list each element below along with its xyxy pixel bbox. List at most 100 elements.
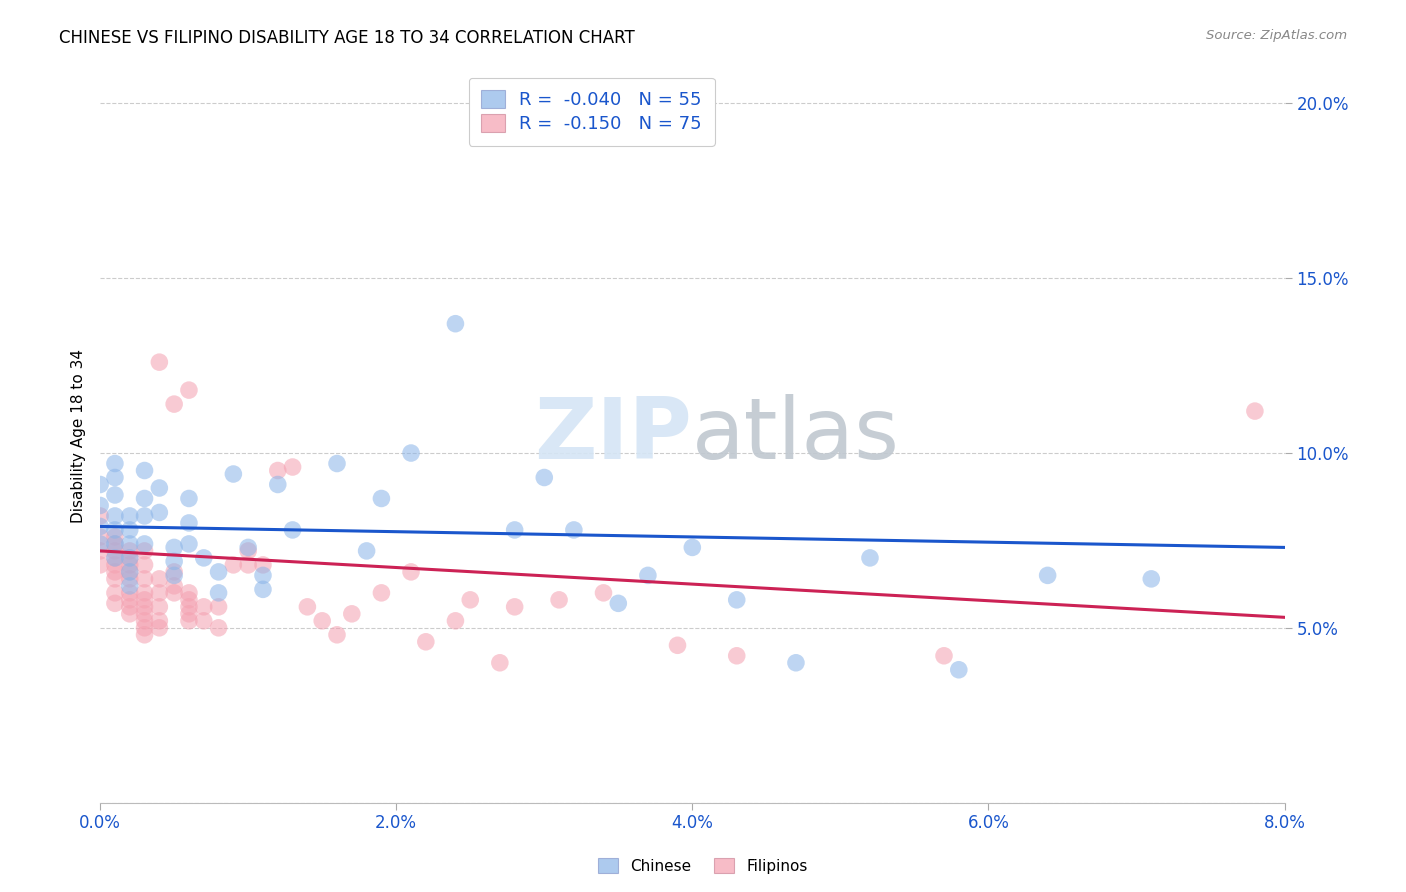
Point (163, 579, 186, 593)
Point (118, 558, 141, 572)
Point (104, 523, 127, 537)
Text: CHINESE VS FILIPINO DISABILITY AGE 18 TO 34 CORRELATION CHART: CHINESE VS FILIPINO DISABILITY AGE 18 TO… (59, 29, 634, 46)
Point (118, 599, 141, 614)
Point (177, 586, 200, 600)
Point (134, 572, 156, 586)
Point (118, 586, 141, 600)
Point (104, 544, 127, 558)
Point (177, 614, 200, 628)
Point (444, 317, 467, 331)
Point (134, 537, 156, 551)
Point (148, 621, 170, 635)
Point (134, 628, 156, 642)
Point (1036, 568, 1059, 582)
Point (637, 568, 659, 582)
Point (104, 457, 127, 471)
Point (104, 530, 127, 544)
Point (104, 550, 127, 565)
Point (252, 558, 274, 572)
Point (177, 592, 200, 607)
Point (399, 446, 422, 460)
Point (503, 599, 526, 614)
Point (134, 508, 156, 523)
Point (134, 621, 156, 635)
Point (207, 599, 229, 614)
Point (148, 614, 170, 628)
Point (134, 614, 156, 628)
Point (533, 470, 555, 484)
Point (177, 607, 200, 621)
Point (134, 586, 156, 600)
Point (489, 656, 512, 670)
Point (681, 541, 703, 555)
Point (104, 488, 127, 502)
Point (163, 554, 186, 568)
Point (281, 523, 304, 537)
Point (89, 477, 111, 491)
Point (134, 491, 156, 506)
Point (104, 508, 127, 523)
Text: Source: ZipAtlas.com: Source: ZipAtlas.com (1206, 29, 1347, 42)
Point (238, 558, 260, 572)
Point (177, 383, 200, 397)
Point (118, 579, 141, 593)
Point (207, 565, 229, 579)
Point (134, 558, 156, 572)
Point (118, 565, 141, 579)
Point (104, 537, 127, 551)
Point (725, 648, 748, 663)
Point (193, 599, 215, 614)
Point (148, 599, 170, 614)
Point (370, 586, 392, 600)
Point (252, 582, 274, 597)
Point (725, 592, 748, 607)
Point (370, 491, 392, 506)
Point (118, 537, 141, 551)
Point (932, 648, 955, 663)
Legend: R =  -0.040   N = 55, R =  -0.150   N = 75: R = -0.040 N = 55, R = -0.150 N = 75 (468, 78, 714, 146)
Point (118, 508, 141, 523)
Point (104, 572, 127, 586)
Point (118, 572, 141, 586)
Point (89, 537, 111, 551)
Point (104, 537, 127, 551)
Point (104, 596, 127, 610)
Point (89, 519, 111, 533)
Point (134, 599, 156, 614)
Point (163, 541, 186, 555)
Text: ZIP: ZIP (534, 394, 692, 477)
Point (458, 592, 481, 607)
Point (89, 530, 111, 544)
Point (89, 544, 111, 558)
Point (89, 558, 111, 572)
Point (89, 508, 111, 523)
Point (267, 477, 290, 491)
Text: atlas: atlas (692, 394, 900, 477)
Point (503, 523, 526, 537)
Point (163, 568, 186, 582)
Point (356, 544, 378, 558)
Point (104, 470, 127, 484)
Point (148, 506, 170, 520)
Point (134, 607, 156, 621)
Point (252, 568, 274, 582)
Point (207, 586, 229, 600)
Point (134, 592, 156, 607)
Point (238, 544, 260, 558)
Point (859, 550, 882, 565)
Point (548, 592, 571, 607)
Point (134, 463, 156, 477)
Point (222, 467, 245, 481)
Point (193, 550, 215, 565)
Point (163, 565, 186, 579)
Point (118, 523, 141, 537)
Point (118, 550, 141, 565)
Point (118, 592, 141, 607)
Point (415, 635, 437, 649)
Point (326, 628, 349, 642)
Point (118, 544, 141, 558)
Point (1244, 404, 1267, 418)
Point (193, 614, 215, 628)
Point (340, 607, 363, 621)
Point (607, 596, 630, 610)
